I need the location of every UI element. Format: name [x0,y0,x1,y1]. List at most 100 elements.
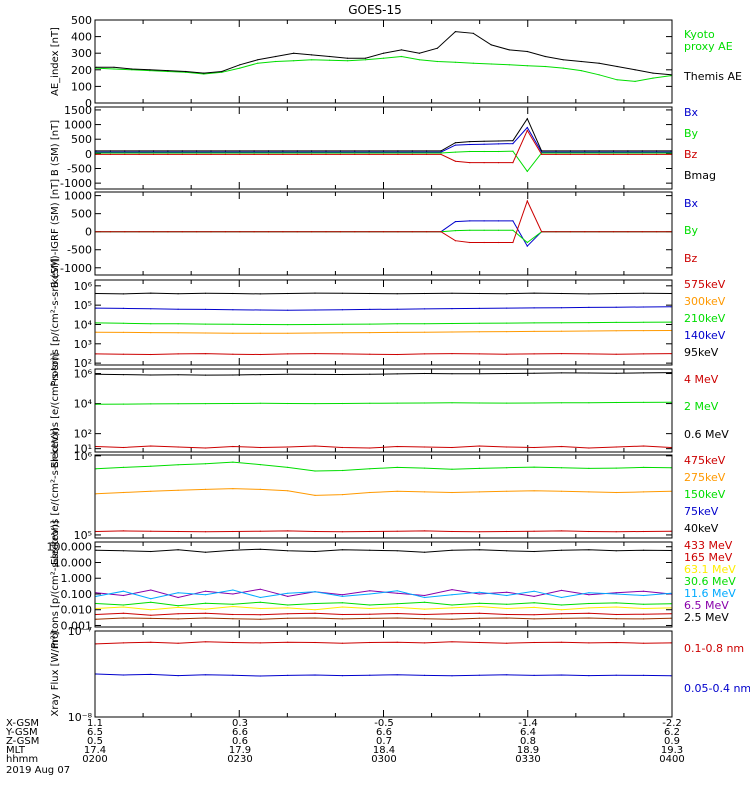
data-point [588,612,590,614]
data-point [369,323,371,325]
data-point [177,323,179,325]
y-tick-label: 100 [71,80,92,93]
data-point [512,229,514,231]
data-point [368,231,370,233]
data-point [424,674,426,677]
data-point [418,52,420,54]
data-point [152,150,155,152]
data-point [311,151,313,153]
data-point [533,322,535,324]
data-point [354,231,356,233]
data-point [560,322,563,324]
data-point [670,490,672,492]
data-point [424,292,426,295]
series-line-63-1-mev [95,605,672,611]
series-line-bx [96,126,671,153]
data-point [612,153,615,155]
data-point [287,446,289,448]
data-point [167,151,169,153]
data-point [122,642,124,644]
data-point [95,618,97,620]
data-point [533,602,535,604]
footer-value: 6.6 [376,727,392,738]
data-point [580,60,582,63]
data-point [560,530,563,532]
data-point [436,47,438,49]
data-point [478,331,480,333]
data-point [615,353,617,355]
data-point [210,151,212,153]
data-point [177,489,179,491]
data-point [287,550,289,552]
chart-title: GOES-15 [348,3,402,17]
footer-value: 18.4 [373,745,395,756]
data-point [95,530,97,533]
footer-row-label: Z-GSM [6,736,39,747]
series-line-bz [96,199,671,243]
data-point [478,491,480,493]
data-point [533,372,535,374]
data-point [150,353,152,356]
data-point [454,31,456,33]
series-line-275kev [95,488,672,496]
y-tick-label: 10² [74,428,92,441]
footer-value: 1.1 [87,718,103,729]
y-axis-label: B (SM) [nT] [50,120,61,176]
data-point [259,642,261,644]
data-point [177,332,179,334]
data-point [451,491,453,494]
data-point [267,152,270,154]
data-point [560,402,563,404]
data-point [259,548,261,550]
data-point [204,308,207,310]
data-point [424,372,426,375]
data-point [526,129,528,131]
footer-value: 0.6 [232,736,248,747]
data-point [232,549,234,551]
data-point [506,603,508,605]
data-point [555,152,557,154]
data-point [670,321,672,323]
data-point [440,152,442,154]
data-point [113,68,115,70]
data-point [396,466,398,468]
footer-row-label: MLT [6,745,26,756]
data-point [382,151,385,153]
data-point [311,231,313,233]
data-point [641,151,643,153]
data-point [177,446,179,448]
legend-entry: 30.6 MeV [684,575,736,588]
data-point [560,292,563,295]
data-point [612,231,615,233]
data-point [253,231,255,233]
data-point [411,153,413,155]
data-point [396,445,398,448]
data-point [497,162,500,164]
data-point [341,309,343,311]
data-point [221,70,223,73]
data-point [204,608,207,610]
data-point [497,229,500,231]
data-point [478,292,480,295]
data-point [257,62,259,64]
data-point [612,151,615,153]
data-point [150,308,152,310]
y-axis-label: Protons [p/(cm²-s-sr-keV)] [50,520,61,648]
data-point [109,150,111,152]
data-point [396,308,398,310]
data-point [341,323,343,325]
data-point [239,150,241,152]
data-point [478,602,480,604]
data-point [325,152,327,154]
data-point [497,140,500,142]
data-point [424,491,426,493]
data-point [643,549,645,551]
data-point [282,150,284,152]
data-point [267,153,270,155]
data-point [506,446,508,448]
y-tick-label: 10² [74,357,92,370]
data-point [354,151,356,153]
data-point [483,140,485,142]
data-point [478,467,480,469]
data-point [562,67,564,69]
